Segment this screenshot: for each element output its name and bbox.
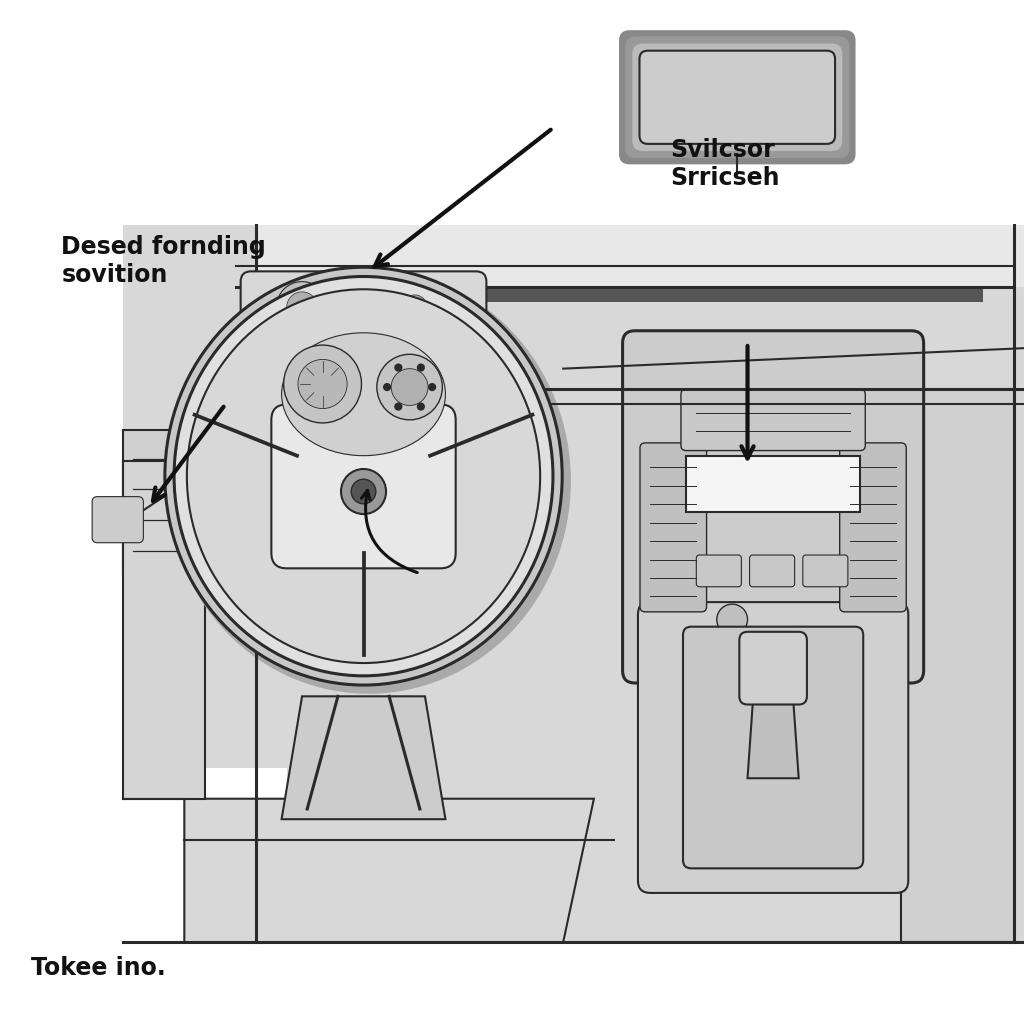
FancyBboxPatch shape	[92, 497, 143, 543]
Circle shape	[417, 402, 425, 411]
FancyBboxPatch shape	[803, 555, 848, 587]
FancyBboxPatch shape	[639, 50, 835, 143]
Circle shape	[276, 282, 328, 333]
FancyBboxPatch shape	[632, 43, 842, 151]
Polygon shape	[256, 225, 1024, 942]
FancyBboxPatch shape	[683, 627, 863, 868]
Polygon shape	[748, 676, 799, 778]
Ellipse shape	[166, 268, 571, 694]
FancyBboxPatch shape	[750, 555, 795, 587]
Polygon shape	[123, 461, 205, 799]
Circle shape	[377, 354, 442, 420]
Circle shape	[717, 604, 748, 635]
FancyBboxPatch shape	[739, 632, 807, 705]
Circle shape	[394, 364, 402, 372]
Circle shape	[428, 383, 436, 391]
Bar	[287, 289, 983, 302]
Ellipse shape	[165, 267, 562, 685]
Circle shape	[391, 369, 428, 406]
Ellipse shape	[186, 289, 541, 664]
Ellipse shape	[174, 276, 553, 676]
Ellipse shape	[282, 333, 445, 456]
FancyBboxPatch shape	[623, 331, 924, 683]
Circle shape	[394, 402, 402, 411]
Text: Desed fornding
sovition: Desed fornding sovition	[61, 236, 266, 287]
FancyBboxPatch shape	[618, 30, 855, 164]
Polygon shape	[123, 225, 563, 768]
Text: Tokee ino.: Tokee ino.	[31, 955, 166, 980]
Polygon shape	[0, 0, 123, 1024]
Circle shape	[351, 479, 376, 504]
Circle shape	[417, 364, 425, 372]
Polygon shape	[0, 768, 287, 1024]
Polygon shape	[123, 430, 246, 573]
Circle shape	[402, 295, 427, 319]
FancyBboxPatch shape	[840, 442, 906, 612]
FancyBboxPatch shape	[640, 442, 707, 612]
FancyBboxPatch shape	[241, 271, 486, 353]
Polygon shape	[282, 696, 445, 819]
Circle shape	[284, 345, 361, 423]
FancyBboxPatch shape	[271, 404, 456, 568]
FancyBboxPatch shape	[638, 602, 908, 893]
Polygon shape	[184, 799, 594, 942]
Circle shape	[383, 383, 391, 391]
Circle shape	[394, 287, 435, 328]
Circle shape	[287, 292, 317, 323]
FancyBboxPatch shape	[681, 389, 865, 451]
Polygon shape	[901, 389, 1014, 942]
Text: Svilcsor
Srricseh: Svilcsor Srricseh	[671, 138, 780, 189]
FancyBboxPatch shape	[330, 314, 397, 341]
Polygon shape	[256, 225, 1024, 287]
Bar	[686, 456, 860, 512]
Circle shape	[298, 359, 347, 409]
FancyBboxPatch shape	[696, 555, 741, 587]
FancyBboxPatch shape	[625, 36, 849, 158]
Polygon shape	[0, 0, 1024, 225]
Circle shape	[341, 469, 386, 514]
